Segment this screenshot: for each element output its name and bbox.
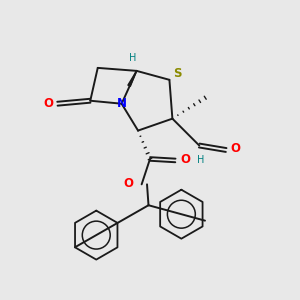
Text: O: O [231, 142, 241, 155]
Text: H: H [197, 155, 205, 165]
Text: O: O [43, 97, 53, 110]
Polygon shape [128, 71, 136, 86]
Text: S: S [173, 68, 182, 80]
Text: H: H [129, 52, 137, 62]
Text: N: N [117, 97, 127, 110]
Text: O: O [123, 177, 133, 190]
Text: O: O [180, 153, 190, 166]
